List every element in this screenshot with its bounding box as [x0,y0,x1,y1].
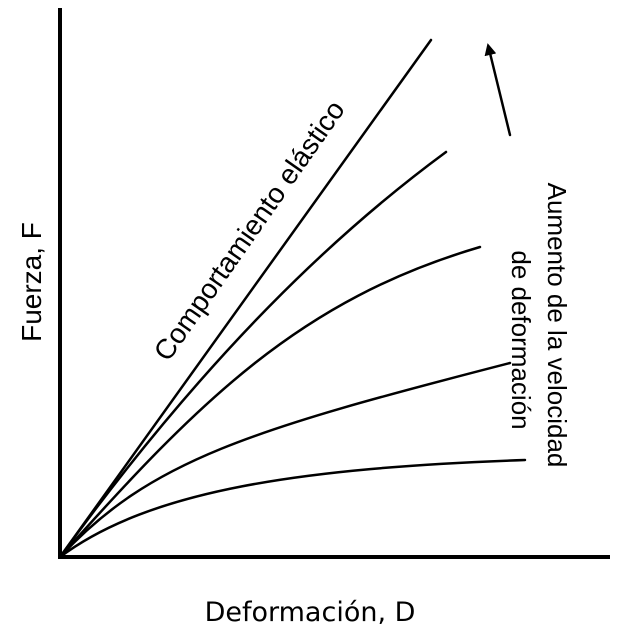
curve-4 [58,361,512,559]
rate-label-line1: Aumento de la velocidad [542,183,572,468]
rate-label-line2: de deformación [506,250,536,429]
curve-2 [58,150,448,559]
curve-5 [58,458,527,559]
elastic-behavior-label: Comportamiento elástico [148,95,351,366]
curve-3 [58,245,482,559]
y-axis-label: Fuerza, F [16,222,47,342]
x-axis-label: Deformación, D [205,597,416,628]
elastic-line [58,38,433,559]
strain-rate-arrow [484,43,512,137]
